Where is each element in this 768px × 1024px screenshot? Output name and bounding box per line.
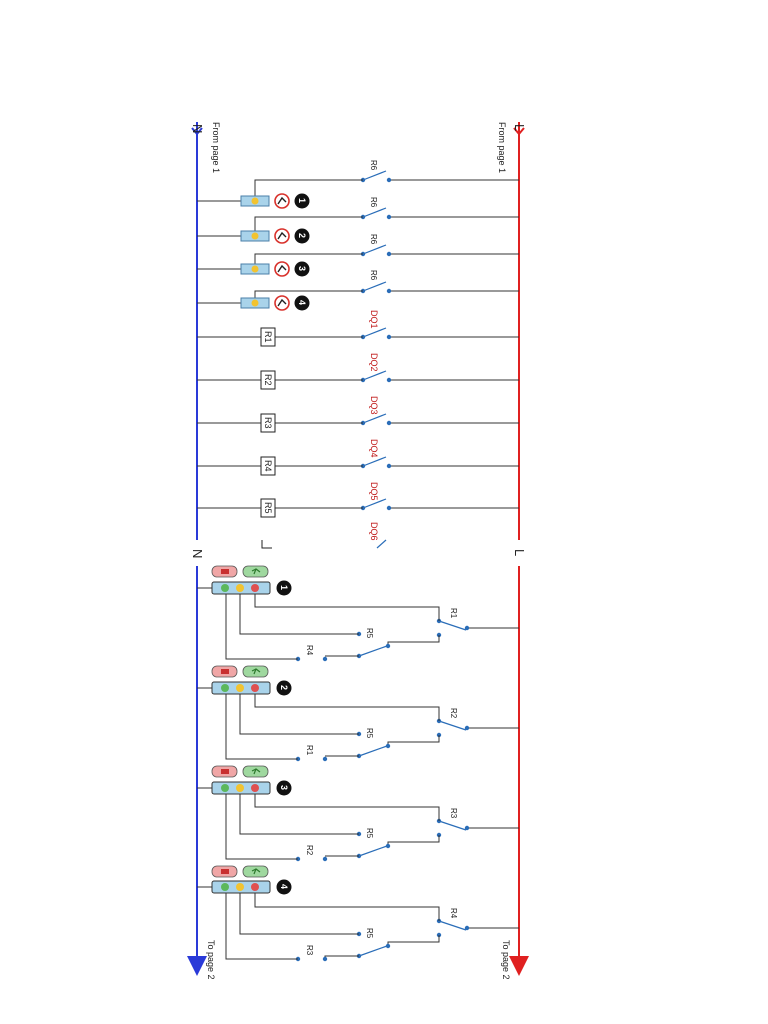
turn-arrow-icon xyxy=(274,261,290,277)
n-rail-label-mid: N xyxy=(190,549,205,558)
signal-switch-label: R6 xyxy=(369,270,378,281)
lamp-icon xyxy=(251,265,259,273)
turn-arrow-icon xyxy=(274,228,290,244)
number-badge xyxy=(294,295,310,311)
to-page-label-l: To page 2 xyxy=(501,940,511,980)
relay-rung-4: DQ4 R4 xyxy=(197,439,519,476)
coil-label: R5 xyxy=(263,502,273,514)
signal-rung-4: R6 4 xyxy=(197,270,519,311)
to-page-label-n: To page 2 xyxy=(206,940,216,980)
lamp-icon xyxy=(251,197,259,205)
sub-relay-label: R5 xyxy=(365,828,374,839)
turn-arrow-icon xyxy=(274,295,290,311)
red-light-icon xyxy=(251,584,259,592)
red-light-icon xyxy=(251,883,259,891)
number-badge xyxy=(276,680,292,696)
dq-switch-label: DQ5 xyxy=(369,482,379,501)
lamp-icon xyxy=(251,232,259,240)
yellow-light-icon xyxy=(236,784,244,792)
group-number: 2 xyxy=(279,685,289,690)
signal-switch-label: R6 xyxy=(369,160,378,171)
from-page-label-n: From page 1 xyxy=(211,122,221,173)
coil-label: R3 xyxy=(263,417,273,429)
number-badge xyxy=(276,879,292,895)
main-relay-label: R4 xyxy=(449,908,458,919)
signal-rung-3: R6 3 xyxy=(197,234,519,277)
signal-rung-1: R6 1 xyxy=(197,160,519,209)
n-rail xyxy=(187,122,207,976)
signal-number: 2 xyxy=(297,233,307,238)
yellow-light-icon xyxy=(236,883,244,891)
sub-relay-label: R5 xyxy=(365,628,374,639)
relay-rung-2: DQ2 R2 xyxy=(197,353,519,390)
signal-group-2: R2 R5 R1 2 xyxy=(197,665,519,762)
signal-rung-2: R6 2 xyxy=(197,197,519,244)
coil-label: R4 xyxy=(263,460,273,472)
dq-switch-label: DQ1 xyxy=(369,310,379,329)
coil-label: R2 xyxy=(263,374,273,386)
relay-rung-5: DQ5 R5 xyxy=(197,482,519,518)
dq-switch-label: DQ3 xyxy=(369,396,379,415)
number-badge xyxy=(294,193,310,209)
signal-switch-label: R6 xyxy=(369,234,378,245)
signal-number: 3 xyxy=(297,266,307,271)
sub-relay-label: R5 xyxy=(365,928,374,939)
alt-relay-label: R2 xyxy=(305,845,314,856)
signal-group-4: R4 R5 R3 4 xyxy=(197,865,519,962)
number-badge xyxy=(276,580,292,596)
turn-arrow-icon xyxy=(274,193,290,209)
dq-switch-label: DQ6 xyxy=(369,522,379,541)
group-number: 3 xyxy=(279,785,289,790)
alt-relay-label: R4 xyxy=(305,645,314,656)
signal-group-1: R1 R5 R4 1 xyxy=(197,565,519,662)
group-number: 4 xyxy=(279,884,289,889)
dq-switch-label: DQ2 xyxy=(369,353,379,372)
main-relay-label: R3 xyxy=(449,808,458,819)
relay-rung-6: DQ6 xyxy=(261,522,387,549)
alt-relay-label: R3 xyxy=(305,945,314,956)
l-rail xyxy=(509,122,529,976)
relay-rung-3: DQ3 R3 xyxy=(197,396,519,433)
yellow-light-icon xyxy=(236,684,244,692)
green-light-icon xyxy=(221,883,229,891)
number-badge xyxy=(276,780,292,796)
green-light-icon xyxy=(221,584,229,592)
n-rail-label-top: N xyxy=(190,124,205,133)
yellow-light-icon xyxy=(236,584,244,592)
green-light-icon xyxy=(221,684,229,692)
signal-number: 4 xyxy=(297,300,307,305)
red-light-icon xyxy=(251,684,259,692)
main-relay-label: R2 xyxy=(449,708,458,719)
main-relay-label: R1 xyxy=(449,608,458,619)
l-rail-label-mid: L xyxy=(512,549,527,556)
relay-rung-1: DQ1 R1 xyxy=(197,310,519,347)
signal-group-3: R3 R5 R2 3 xyxy=(197,765,519,862)
signal-switch-label: R6 xyxy=(369,197,378,208)
l-rail-label-top: L xyxy=(512,124,527,131)
number-badge xyxy=(294,261,310,277)
number-badge xyxy=(294,228,310,244)
from-page-label-l: From page 1 xyxy=(497,122,507,173)
sub-relay-label: R5 xyxy=(365,728,374,739)
coil-label: R1 xyxy=(263,331,273,343)
lamp-icon xyxy=(251,299,259,307)
signal-number: 1 xyxy=(297,198,307,203)
red-light-icon xyxy=(251,784,259,792)
alt-relay-label: R1 xyxy=(305,745,314,756)
green-light-icon xyxy=(221,784,229,792)
group-number: 1 xyxy=(279,585,289,590)
dq-switch-label: DQ4 xyxy=(369,439,379,458)
